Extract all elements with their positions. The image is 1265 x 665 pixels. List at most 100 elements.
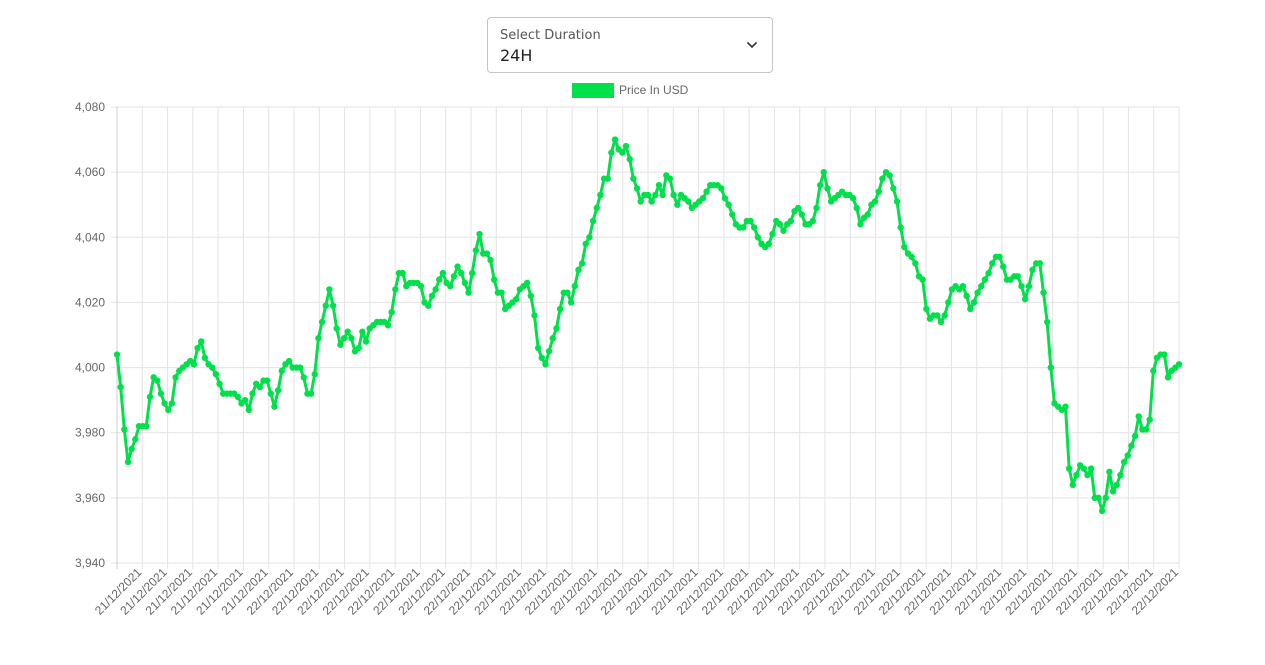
data-point xyxy=(593,204,600,212)
data-point xyxy=(652,191,659,199)
data-point xyxy=(348,335,355,342)
data-point xyxy=(388,309,395,316)
data-point xyxy=(798,211,806,218)
data-point xyxy=(249,390,256,397)
data-point xyxy=(1098,507,1106,515)
data-point xyxy=(659,191,666,199)
data-point xyxy=(963,292,970,300)
data-point xyxy=(644,191,652,199)
data-point xyxy=(674,201,681,208)
data-point xyxy=(1040,289,1047,296)
data-point xyxy=(941,312,948,319)
data-point xyxy=(157,390,165,397)
data-point xyxy=(274,387,282,394)
data-point xyxy=(487,256,494,264)
data-point xyxy=(754,234,762,241)
data-point xyxy=(399,269,406,277)
data-point xyxy=(575,266,582,274)
data-point xyxy=(333,325,340,332)
data-point xyxy=(1150,367,1157,375)
data-point xyxy=(945,299,952,306)
data-point xyxy=(923,305,930,313)
data-point xyxy=(1000,263,1007,270)
data-point xyxy=(490,276,498,283)
data-point xyxy=(450,273,458,280)
y-tick-label: 4,060 xyxy=(75,165,105,179)
data-point xyxy=(978,282,985,290)
data-point xyxy=(1029,266,1036,274)
data-point xyxy=(337,341,344,348)
data-point xyxy=(296,364,304,371)
duration-select[interactable]: Select Duration 24H xyxy=(487,17,773,73)
data-point xyxy=(113,351,121,358)
data-point xyxy=(1069,481,1077,489)
data-point xyxy=(326,286,333,293)
data-point xyxy=(168,400,176,407)
data-point xyxy=(1021,295,1029,303)
data-point xyxy=(498,289,505,296)
data-point xyxy=(465,289,472,296)
chevron-down-icon[interactable] xyxy=(746,39,758,51)
data-point xyxy=(198,338,205,345)
data-point xyxy=(1124,452,1131,459)
data-point xyxy=(425,302,432,309)
data-point xyxy=(747,217,754,225)
data-point xyxy=(1065,465,1073,472)
data-point xyxy=(816,181,824,189)
data-point xyxy=(794,204,802,212)
data-point xyxy=(417,282,425,290)
legend[interactable]: Price In USD xyxy=(572,83,689,98)
data-point xyxy=(996,253,1003,261)
data-point xyxy=(630,175,637,182)
data-point xyxy=(626,155,633,163)
data-point xyxy=(1161,351,1168,358)
y-tick-label: 4,000 xyxy=(75,361,105,375)
data-point xyxy=(564,289,571,296)
data-point xyxy=(890,185,897,192)
data-point xyxy=(589,217,597,225)
data-point xyxy=(912,260,919,267)
data-point xyxy=(740,224,747,231)
data-point xyxy=(476,230,483,238)
data-point xyxy=(1128,442,1135,449)
data-point xyxy=(128,445,135,453)
data-point xyxy=(542,361,549,368)
data-point xyxy=(523,279,531,287)
data-point xyxy=(586,234,593,241)
data-point xyxy=(447,282,454,290)
data-point xyxy=(1014,273,1022,280)
data-point xyxy=(1135,413,1142,420)
data-point xyxy=(216,380,223,388)
data-point xyxy=(285,357,293,365)
data-point xyxy=(597,191,604,199)
legend-swatch xyxy=(572,83,614,98)
data-point xyxy=(871,198,879,205)
data-point xyxy=(362,338,370,345)
y-tick-label: 3,940 xyxy=(75,556,105,570)
data-point xyxy=(897,224,904,231)
data-point xyxy=(604,175,611,182)
data-point xyxy=(384,322,392,329)
data-point xyxy=(154,377,161,384)
data-point xyxy=(970,299,978,306)
data-point xyxy=(355,344,362,352)
data-point xyxy=(853,204,860,212)
data-point xyxy=(315,335,322,342)
data-point xyxy=(567,299,575,306)
data-point xyxy=(165,406,172,414)
data-point xyxy=(685,198,692,205)
data-point xyxy=(751,224,758,231)
data-point xyxy=(531,312,538,319)
data-point xyxy=(721,195,729,202)
data-point xyxy=(527,292,535,300)
price-line-chart: Price In USD 4,080 4,060 4,040 4,020 4,000 3,… xyxy=(75,83,1183,618)
data-point xyxy=(483,250,491,257)
y-tick-label: 3,980 xyxy=(75,426,105,440)
data-point xyxy=(1084,471,1091,479)
data-point xyxy=(428,292,436,300)
data-point xyxy=(908,253,915,261)
y-tick-label: 4,020 xyxy=(75,295,105,309)
data-point xyxy=(769,230,776,238)
data-point xyxy=(1018,282,1025,290)
data-point xyxy=(245,406,253,414)
